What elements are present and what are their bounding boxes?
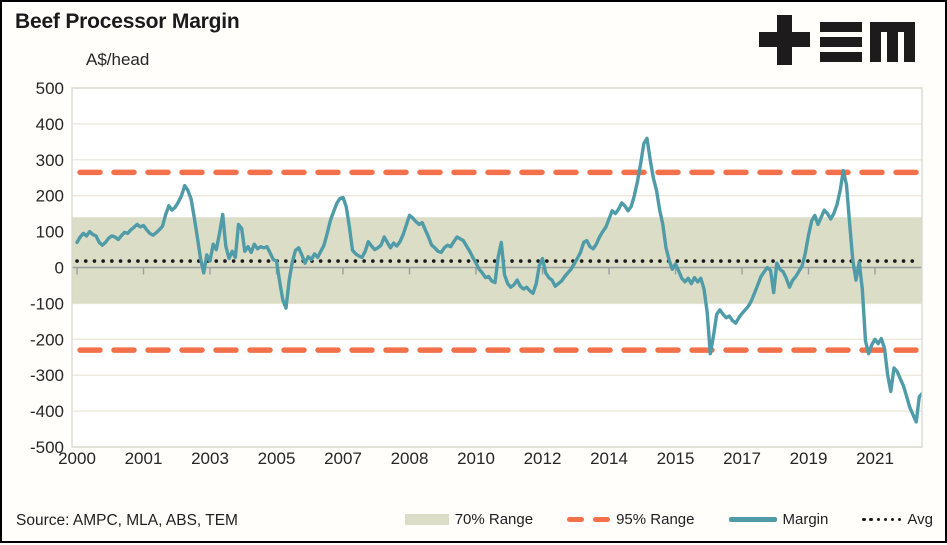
svg-text:2005: 2005 [258, 449, 296, 468]
y-axis-unit-label: A$/head [86, 50, 150, 69]
svg-text:2015: 2015 [657, 449, 695, 468]
chart-legend: 70% Range 95% Range Margin Avg [404, 511, 933, 528]
svg-text:2012: 2012 [524, 449, 562, 468]
legend-label: 70% Range [454, 511, 534, 528]
svg-text:-500: -500 [30, 438, 64, 457]
dotted-line-swatch-icon [862, 517, 902, 522]
legend-item-margin: Margin [728, 511, 829, 528]
svg-text:0: 0 [55, 259, 64, 278]
svg-text:500: 500 [36, 79, 64, 98]
band-swatch-icon [404, 514, 449, 525]
svg-text:-300: -300 [30, 366, 64, 385]
legend-item-avg: Avg [862, 511, 933, 528]
svg-text:2017: 2017 [723, 449, 761, 468]
page-title: Beef Processor Margin [15, 10, 240, 33]
dashed-line-swatch-icon [567, 517, 611, 522]
svg-text:2008: 2008 [391, 449, 429, 468]
svg-text:400: 400 [36, 115, 64, 134]
legend-label: Margin [782, 511, 829, 528]
svg-text:2001: 2001 [125, 449, 163, 468]
tem-logo-marks [759, 15, 915, 65]
legend-label: Avg [907, 511, 933, 528]
source-note: Source: AMPC, MLA, ABS, TEM [16, 512, 238, 529]
svg-text:2007: 2007 [324, 449, 362, 468]
svg-text:-100: -100 [30, 294, 64, 313]
svg-text:300: 300 [36, 151, 64, 170]
svg-text:2003: 2003 [191, 449, 229, 468]
solid-line-swatch-icon [728, 517, 777, 522]
svg-text:2014: 2014 [590, 449, 628, 468]
svg-text:2021: 2021 [856, 449, 894, 468]
legend-item-95-range: 95% Range [567, 511, 695, 528]
svg-text:200: 200 [36, 187, 64, 206]
svg-text:-200: -200 [30, 330, 64, 349]
legend-label: 95% Range [616, 511, 695, 528]
svg-text:2010: 2010 [457, 449, 495, 468]
svg-text:2000: 2000 [58, 449, 96, 468]
svg-text:-400: -400 [30, 402, 64, 421]
svg-text:2019: 2019 [790, 449, 828, 468]
legend-item-70-range: 70% Range [404, 511, 534, 528]
svg-text:100: 100 [36, 223, 64, 242]
tem-logo [759, 15, 915, 65]
